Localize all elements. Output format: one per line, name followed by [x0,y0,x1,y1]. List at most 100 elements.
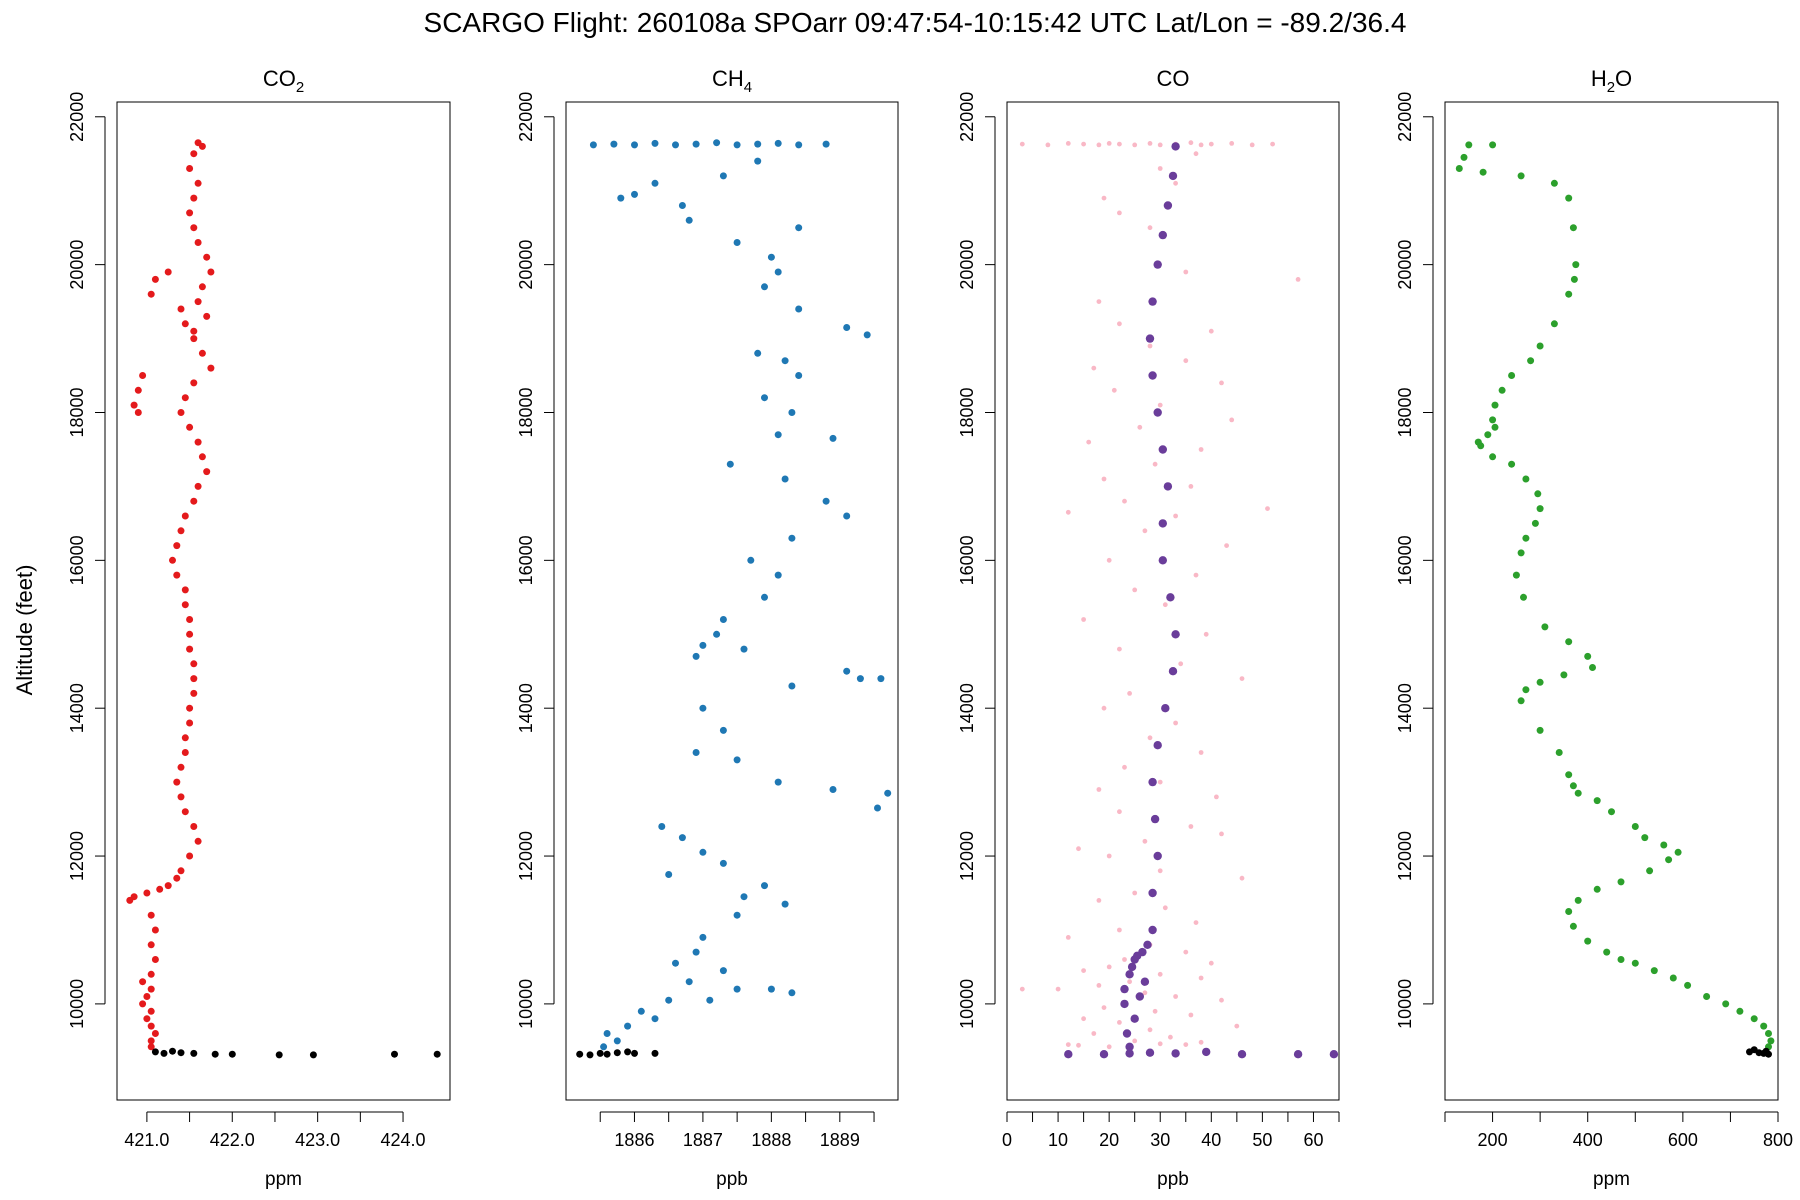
data-point [658,823,666,830]
data-point [1650,967,1658,975]
data-point [1517,697,1525,705]
x-tick-label: 1886 [614,1130,654,1150]
data-point [186,852,194,860]
data-point [186,645,194,653]
data-point [1153,260,1162,269]
y-tick-label: 10000 [516,979,536,1029]
data-point [1570,275,1578,283]
data-point [1125,1042,1134,1052]
data-point [1096,983,1102,988]
data-point [1460,153,1468,161]
data-point [1101,705,1107,711]
data-point [1208,960,1214,966]
data-point [685,216,693,224]
data-point [774,778,782,786]
data-point [1498,386,1506,394]
data-point [1608,808,1615,816]
data-point [740,893,748,901]
data-point [617,194,625,202]
data-point [173,874,181,882]
data-point [678,834,686,842]
data-point [1064,1050,1073,1059]
y-tick-label: 12000 [516,831,536,881]
data-point [754,349,762,357]
data-point [151,1030,159,1037]
data-point [1150,814,1160,824]
data-point [1161,704,1170,713]
data-point [181,734,189,742]
data-point [1188,484,1194,489]
data-point [1140,977,1150,986]
data-point [1522,686,1530,694]
panel-title: CO [1157,66,1190,91]
data-point [194,438,202,446]
data-point [1153,851,1162,861]
data-point [795,224,803,232]
data-point [719,967,727,975]
data-point [1584,652,1592,660]
data-point [1145,1048,1155,1057]
y-tick-label: 10000 [67,979,87,1029]
data-point [1669,974,1677,982]
data-point [761,283,768,291]
x-tick-label: 800 [1763,1130,1793,1150]
y-tick-label: 14000 [516,683,536,733]
data-point [173,542,181,550]
data-point [1703,993,1711,1000]
series-co_smooth [1064,1047,1339,1059]
data-point [767,253,775,261]
data-point [1019,141,1025,147]
data-point [733,985,741,993]
data-point [173,778,181,786]
data-point [147,1007,155,1015]
y-tick-label: 18000 [957,387,977,437]
data-point [151,956,159,963]
data-point [1239,875,1245,881]
data-point [1198,975,1204,981]
y-axis-label: Altitude (feet) [12,565,37,696]
data-point [719,726,727,734]
data-point [761,394,768,402]
data-point [147,985,155,993]
data-point [190,150,198,158]
x-tick-label: 421.0 [124,1130,169,1150]
data-point [190,689,198,697]
data-point [1101,1005,1107,1010]
data-point [190,823,198,830]
data-point [1198,750,1204,755]
data-point [186,423,194,431]
data-point [1527,357,1535,365]
data-point [856,675,864,683]
data-point [1158,519,1168,528]
data-point [699,704,707,712]
data-point [151,926,159,934]
data-point [1736,1007,1744,1015]
data-point [843,667,851,675]
data-point [624,1022,632,1030]
data-point [1055,986,1061,992]
data-point [1193,920,1199,925]
x-tick-label: 60 [1303,1130,1323,1150]
data-point [1168,1034,1173,1040]
data-point [1168,667,1178,676]
data-point [1178,661,1184,667]
data-point [134,386,142,394]
data-point [190,675,198,683]
data-point [1569,922,1577,930]
panel-title: CH4 [712,66,752,96]
data-point [181,749,189,756]
data-point [1534,490,1542,498]
data-point [788,989,796,997]
data-point [874,804,881,812]
data-point [1148,888,1157,898]
data-point [1086,439,1092,445]
data-point [1106,557,1112,563]
data-point [147,1037,155,1045]
data-point [1122,498,1127,504]
data-point [1188,140,1194,146]
y-tick-label: 12000 [957,831,977,881]
data-point [1203,631,1209,637]
data-point [1152,1008,1158,1014]
data-point [1157,166,1163,171]
